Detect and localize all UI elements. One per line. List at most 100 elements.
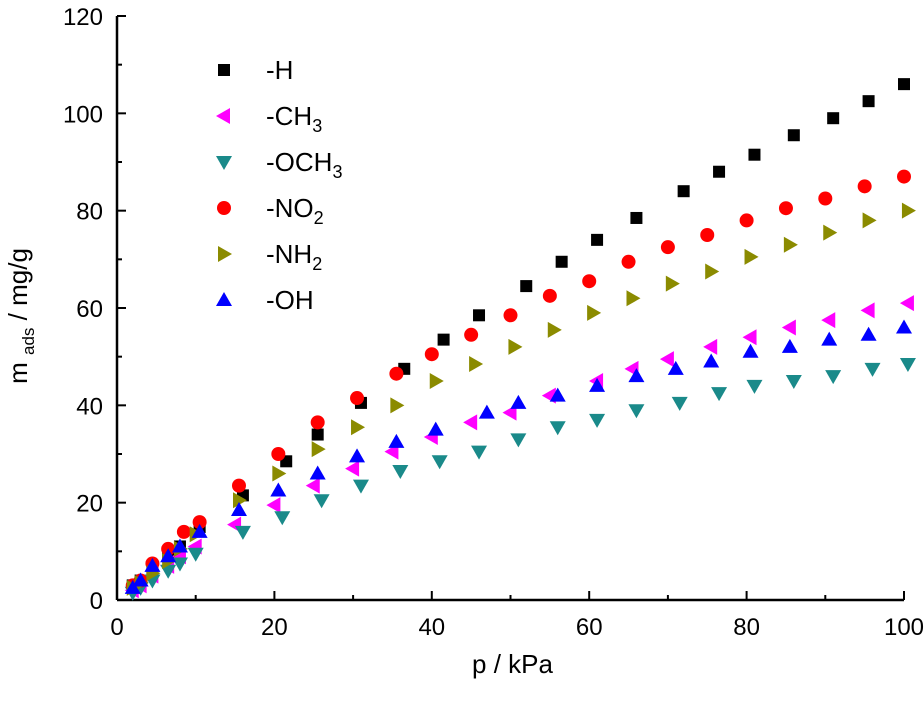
data-point: [748, 148, 761, 161]
legend-label: -CH3: [266, 101, 322, 136]
data-point: [429, 373, 444, 389]
data-point: [310, 415, 325, 430]
x-tick-label: 20: [261, 614, 288, 641]
legend: -H -CH3 -OCH3 -NO2 -NH2 -OH: [216, 55, 342, 315]
data-point: [783, 236, 798, 253]
data-point: [587, 304, 602, 321]
data-point: [508, 338, 523, 355]
data-point: [132, 572, 149, 587]
data-point: [549, 387, 566, 402]
data-point: [311, 441, 326, 458]
data-point: [160, 564, 177, 579]
data-point: [742, 343, 759, 358]
data-point: [124, 579, 141, 594]
y-tick-label: 0: [90, 588, 103, 615]
data-point: [677, 185, 690, 198]
series-nh2: [126, 202, 916, 596]
x-tick-label: 0: [110, 614, 123, 641]
data-point: [555, 255, 568, 268]
data-point: [311, 428, 324, 441]
data-point: [270, 482, 287, 497]
data-point: [234, 525, 251, 540]
y-tick-label: 20: [76, 491, 103, 518]
data-point: [746, 379, 763, 394]
x-axis-title: p / kPa: [472, 649, 553, 679]
data-point: [388, 433, 405, 448]
x-tick-label: 40: [418, 614, 445, 641]
data-point: [351, 419, 366, 436]
series-och3: [124, 357, 916, 601]
data-point: [549, 421, 566, 436]
legend-marker: [217, 201, 231, 215]
data-point: [821, 331, 838, 346]
data-point: [744, 248, 759, 265]
data-point: [897, 169, 911, 184]
data-point: [271, 447, 286, 461]
data-point: [665, 275, 680, 292]
data-point: [785, 375, 802, 389]
data-point: [739, 213, 754, 228]
data-point: [659, 351, 674, 368]
data-point: [431, 455, 448, 470]
data-point: [778, 201, 793, 216]
legend-label: -OH: [266, 285, 314, 315]
data-point: [705, 263, 720, 280]
data-point: [703, 338, 718, 355]
data-point: [781, 338, 798, 353]
y-axis-title-sub: ads: [19, 328, 38, 355]
data-point: [349, 448, 366, 463]
data-point: [171, 538, 188, 553]
data-point: [542, 288, 557, 303]
data-point: [232, 492, 247, 509]
data-point: [660, 240, 675, 255]
data-point: [862, 95, 875, 108]
data-point: [510, 433, 527, 448]
y-tick-label: 40: [76, 393, 103, 420]
x-tick-label: 60: [576, 614, 603, 641]
legend-label: -H: [266, 55, 293, 85]
data-point: [582, 274, 597, 289]
data-point: [621, 254, 636, 269]
data-point: [547, 321, 562, 338]
data-point: [862, 212, 877, 229]
data-point: [160, 548, 177, 563]
data-point: [901, 202, 916, 219]
data-point: [192, 515, 207, 530]
data-point: [823, 224, 838, 241]
data-point: [864, 362, 881, 377]
x-tick-label: 80: [733, 614, 760, 641]
data-point: [352, 479, 369, 494]
legend-marker: [216, 156, 232, 170]
legend-label: -NH2: [266, 239, 322, 274]
data-point: [478, 404, 495, 419]
y-tick-label: 80: [76, 199, 103, 226]
data-point: [827, 112, 840, 125]
data-point: [266, 497, 281, 514]
series-ch3: [124, 295, 914, 599]
data-point: [350, 391, 365, 406]
data-point: [628, 404, 645, 419]
x-tick-label: 100: [884, 614, 924, 641]
data-point: [589, 377, 606, 392]
legend-marker: [218, 64, 230, 76]
data-point: [591, 233, 604, 246]
data-point: [899, 357, 916, 372]
data-point: [437, 333, 450, 346]
x-axis-ticks: 0 20 40 60 80 100: [110, 591, 924, 641]
data-point: [742, 329, 757, 346]
data-point: [857, 179, 872, 194]
data-point: [520, 280, 533, 293]
data-point: [427, 421, 444, 436]
data-point: [469, 355, 484, 372]
data-point: [713, 165, 726, 178]
data-point: [187, 547, 204, 562]
data-point: [667, 360, 684, 375]
data-point: [305, 477, 320, 494]
data-point: [473, 309, 486, 322]
y-axis-title-rest: / mg/g: [3, 248, 33, 320]
data-point: [274, 511, 291, 526]
data-point: [589, 413, 606, 428]
y-axis-title-main: m: [3, 362, 33, 384]
data-point: [392, 465, 409, 480]
